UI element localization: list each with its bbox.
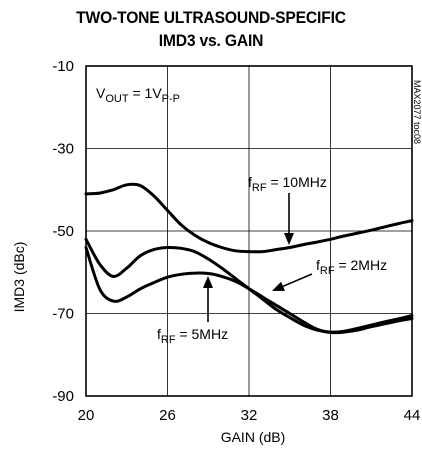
y-axis-label: IMD3 (dBc) <box>11 242 27 313</box>
chart-title-line2: IMD3 vs. GAIN <box>158 31 264 50</box>
x-tick-label: 26 <box>159 407 176 424</box>
condition-label: VOUT = 1VP-P <box>96 85 180 105</box>
series-line-10mhz <box>84 182 414 254</box>
x-axis-label: GAIN (dB) <box>221 429 286 445</box>
figure-code: MAX2077 toc08 <box>412 80 422 144</box>
x-tick-labels: 20 26 32 38 44 <box>78 407 421 424</box>
annotation-10mhz: fRF = 10MHz <box>248 174 327 194</box>
data-curves <box>84 182 414 335</box>
x-tick-label: 20 <box>78 407 95 424</box>
arrow-2mhz <box>272 273 313 291</box>
arrow-5mhz <box>203 276 213 322</box>
annotation-arrows <box>203 193 313 322</box>
y-tick-label: -50 <box>52 223 74 240</box>
y-tick-label: -10 <box>52 58 74 75</box>
x-tick-label: 38 <box>322 407 339 424</box>
annotation-5mhz: fRF = 5MHz <box>157 326 228 346</box>
chart-title-line1: TWO-TONE ULTRASOUND-SPECIFIC <box>76 8 346 27</box>
x-tick-label: 44 <box>404 407 421 424</box>
plot-frame <box>85 65 413 397</box>
series-line-5mhz <box>84 246 414 335</box>
arrow-10mhz <box>284 193 294 245</box>
y-tick-labels: -10 -30 -50 -70 -90 <box>52 58 74 405</box>
y-tick-label: -30 <box>52 141 74 158</box>
grid <box>86 66 412 396</box>
y-tick-label: -90 <box>52 388 74 405</box>
y-tick-label: -70 <box>52 306 74 323</box>
x-tick-label: 32 <box>241 407 258 424</box>
annotation-2mhz: fRF = 2MHz <box>316 257 387 277</box>
